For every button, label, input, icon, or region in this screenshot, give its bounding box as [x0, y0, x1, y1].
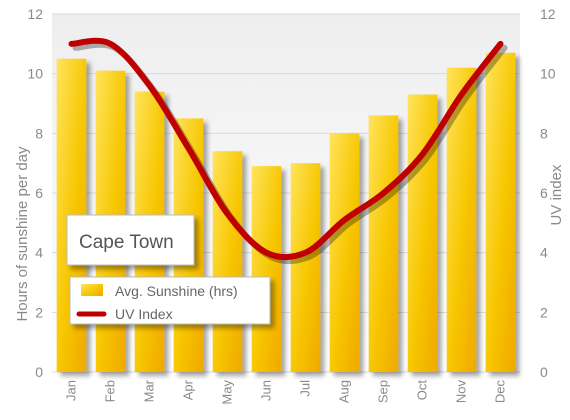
month-label: Jul [298, 380, 313, 397]
left-tick-label: 8 [35, 125, 43, 141]
left-tick-label: 0 [35, 364, 43, 380]
month-label: Jun [259, 380, 274, 401]
month-label: Apr [181, 379, 196, 400]
left-axis-ticks: 0 2 4 6 8 10 12 [27, 6, 43, 380]
bar-may [212, 151, 243, 372]
left-tick-label: 10 [27, 66, 43, 82]
month-label: Sep [376, 380, 391, 403]
right-tick-label: 6 [540, 185, 548, 201]
left-tick-label: 2 [35, 304, 43, 320]
bar-sep [368, 115, 399, 372]
chart-title: Cape Town [79, 232, 174, 253]
right-tick-label: 10 [540, 66, 556, 82]
legend: Avg. Sunshine (hrs) UV Index [69, 276, 271, 325]
right-tick-label: 4 [540, 245, 548, 261]
uv-line [68, 37, 508, 265]
left-tick-label: 6 [35, 185, 43, 201]
month-label: May [220, 380, 235, 405]
bar-nov [446, 67, 477, 372]
right-axis-ticks: 0 2 4 6 8 10 12 [540, 6, 556, 380]
legend-label-sunshine: Avg. Sunshine (hrs) [115, 283, 238, 299]
month-label: Feb [103, 380, 118, 402]
month-label: Nov [454, 380, 469, 404]
right-tick-label: 2 [540, 304, 548, 320]
legend-label-uv: UV Index [115, 306, 173, 322]
month-label: Dec [493, 380, 508, 404]
right-tick-label: 12 [540, 6, 556, 22]
right-tick-label: 0 [540, 364, 548, 380]
right-tick-label: 8 [540, 125, 548, 141]
bar-jul [290, 163, 321, 372]
bar-dec [485, 52, 516, 373]
month-label: Jan [64, 380, 79, 401]
legend-swatch-sunshine [81, 284, 103, 296]
bar-jun [251, 166, 282, 372]
left-tick-label: 12 [27, 6, 43, 22]
month-label: Oct [415, 380, 430, 401]
month-label: Mar [142, 379, 157, 402]
right-axis-title: UV index [548, 164, 565, 225]
left-axis-title: Hours of sunshine per day [14, 146, 31, 322]
bar-aug [329, 133, 360, 372]
month-axis-labels: Jan Feb Mar Apr May Jun Jul Aug Sep Oct Nov Dec [64, 379, 508, 404]
left-tick-label: 4 [35, 245, 43, 261]
month-label: Aug [337, 380, 352, 403]
uv-series-line [68, 37, 504, 261]
city-title-box: Cape Town [66, 214, 195, 266]
